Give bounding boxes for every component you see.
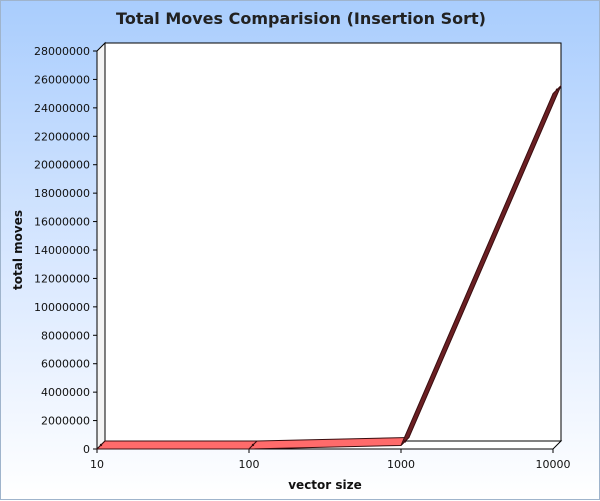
y-tick-label: 8000000: [41, 329, 90, 342]
series-segment: [96, 440, 258, 450]
chart-title: Total Moves Comparision (Insertion Sort): [116, 9, 486, 28]
y-tick-label: 28000000: [34, 45, 90, 58]
y-tick-label: 10000000: [34, 301, 90, 314]
data-point: [403, 440, 407, 443]
x-tick-label: 100: [239, 458, 260, 471]
y-tick-label: 0: [83, 443, 90, 456]
series-segment: [400, 85, 562, 446]
x-tick-label: 10000: [536, 458, 571, 471]
y-tick-label: 24000000: [34, 102, 90, 115]
y-tick-label: 4000000: [41, 386, 90, 399]
y-tick-label: 14000000: [34, 244, 90, 257]
plot-back-wall: [104, 42, 562, 442]
x-axis-title: vector size: [288, 478, 362, 492]
x-tick-label: 1000: [387, 458, 415, 471]
y-tick-label: 26000000: [34, 73, 90, 86]
y-tick-label: 6000000: [41, 358, 90, 371]
plot-side-wall: [96, 41, 106, 451]
y-tick-label: 20000000: [34, 159, 90, 172]
y-tick-label: 22000000: [34, 130, 90, 143]
data-point: [99, 443, 103, 447]
y-axis-title: total moves: [11, 210, 25, 290]
y-tick-label: 18000000: [34, 187, 90, 200]
data-point: [251, 443, 255, 447]
x-tick-label: 10: [90, 458, 104, 471]
y-tick-label: 2000000: [41, 415, 90, 428]
y-tick-label: 16000000: [34, 216, 90, 229]
y-tick-label: 12000000: [34, 272, 90, 285]
data-point: [555, 88, 559, 91]
